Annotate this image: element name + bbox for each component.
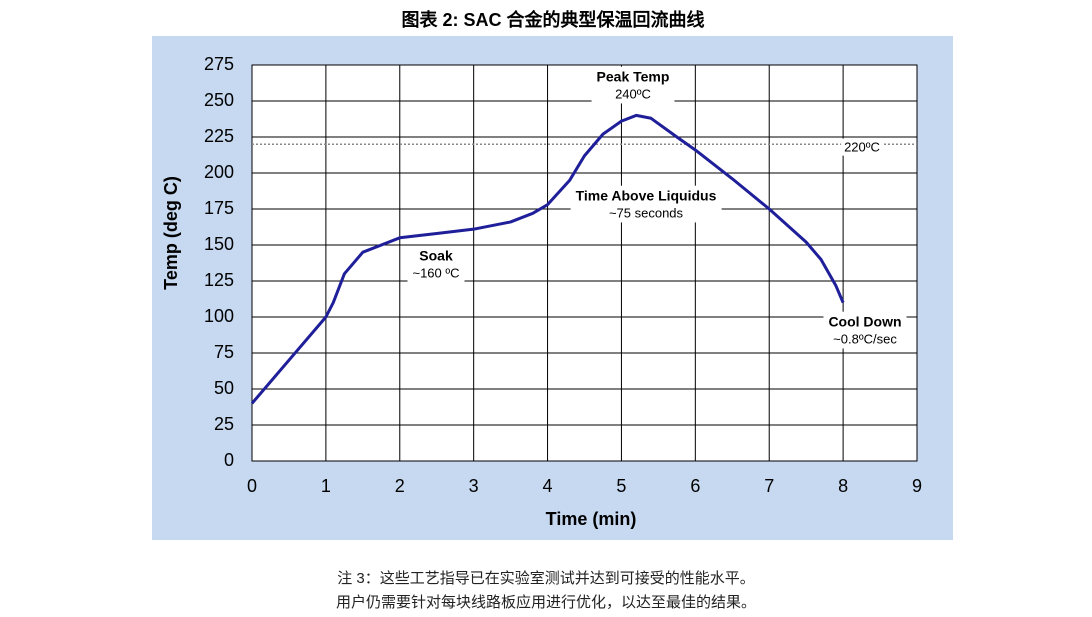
x-tick-label: 2: [395, 476, 405, 496]
x-tick-label: 6: [690, 476, 700, 496]
note-line: 用户仍需要针对每块线路板应用进行优化，以达至最佳的结果。: [335, 594, 756, 611]
x-tick-label: 9: [912, 476, 922, 496]
y-tick-label: 225: [204, 126, 234, 146]
annotation-title: Soak: [419, 248, 453, 264]
annotation-text: ~75 seconds: [609, 205, 684, 220]
annotation-background: [407, 245, 465, 283]
y-tick-label: 50: [214, 378, 234, 398]
y-tick-label: 125: [204, 270, 234, 290]
label-background: [841, 138, 883, 156]
note-line: 注 3：这些工艺指导已在实验室测试并达到可接受的性能水平。: [337, 570, 755, 587]
chart-title: 图表 2: SAC 合金的典型保温回流曲线: [401, 9, 704, 30]
y-tick-label: 250: [204, 90, 234, 110]
annotation-background: [570, 185, 722, 223]
x-tick-label: 5: [616, 476, 626, 496]
plot-area: [251, 64, 918, 462]
reference-label: 220ºC: [844, 140, 880, 155]
y-tick-label: 275: [204, 54, 234, 74]
annotation-text: 240ºC: [615, 86, 651, 101]
annotation-background: [591, 66, 675, 104]
x-tick-label: 0: [247, 476, 257, 496]
y-tick-label: 100: [204, 306, 234, 326]
x-tick-label: 7: [764, 476, 774, 496]
y-tick-label: 175: [204, 198, 234, 218]
x-axis-title: Time (min): [546, 509, 637, 529]
x-tick-label: 4: [543, 476, 553, 496]
x-tick-label: 1: [321, 476, 331, 496]
annotation-title: Cool Down: [828, 314, 901, 330]
annotation-text: ~160 ºC: [412, 265, 459, 280]
temperature-curve: [250, 113, 845, 405]
annotation-title: Time Above Liquidus: [576, 188, 717, 204]
y-tick-label: 0: [224, 450, 234, 470]
annotation-background: [823, 311, 907, 349]
chart: 图表 2: SAC 合金的典型保温回流曲线 Time (min) Temp (d…: [152, 9, 953, 540]
annotation-text: ~0.8ºC/sec: [833, 331, 897, 346]
annotation-title: Peak Temp: [597, 69, 670, 85]
y-axis-title: Temp (deg C): [161, 176, 181, 290]
y-tick-label: 25: [214, 414, 234, 434]
x-tick-label: 3: [469, 476, 479, 496]
x-tick-label: 8: [838, 476, 848, 496]
y-tick-label: 75: [214, 342, 234, 362]
y-tick-label: 150: [204, 234, 234, 254]
y-tick-label: 200: [204, 162, 234, 182]
